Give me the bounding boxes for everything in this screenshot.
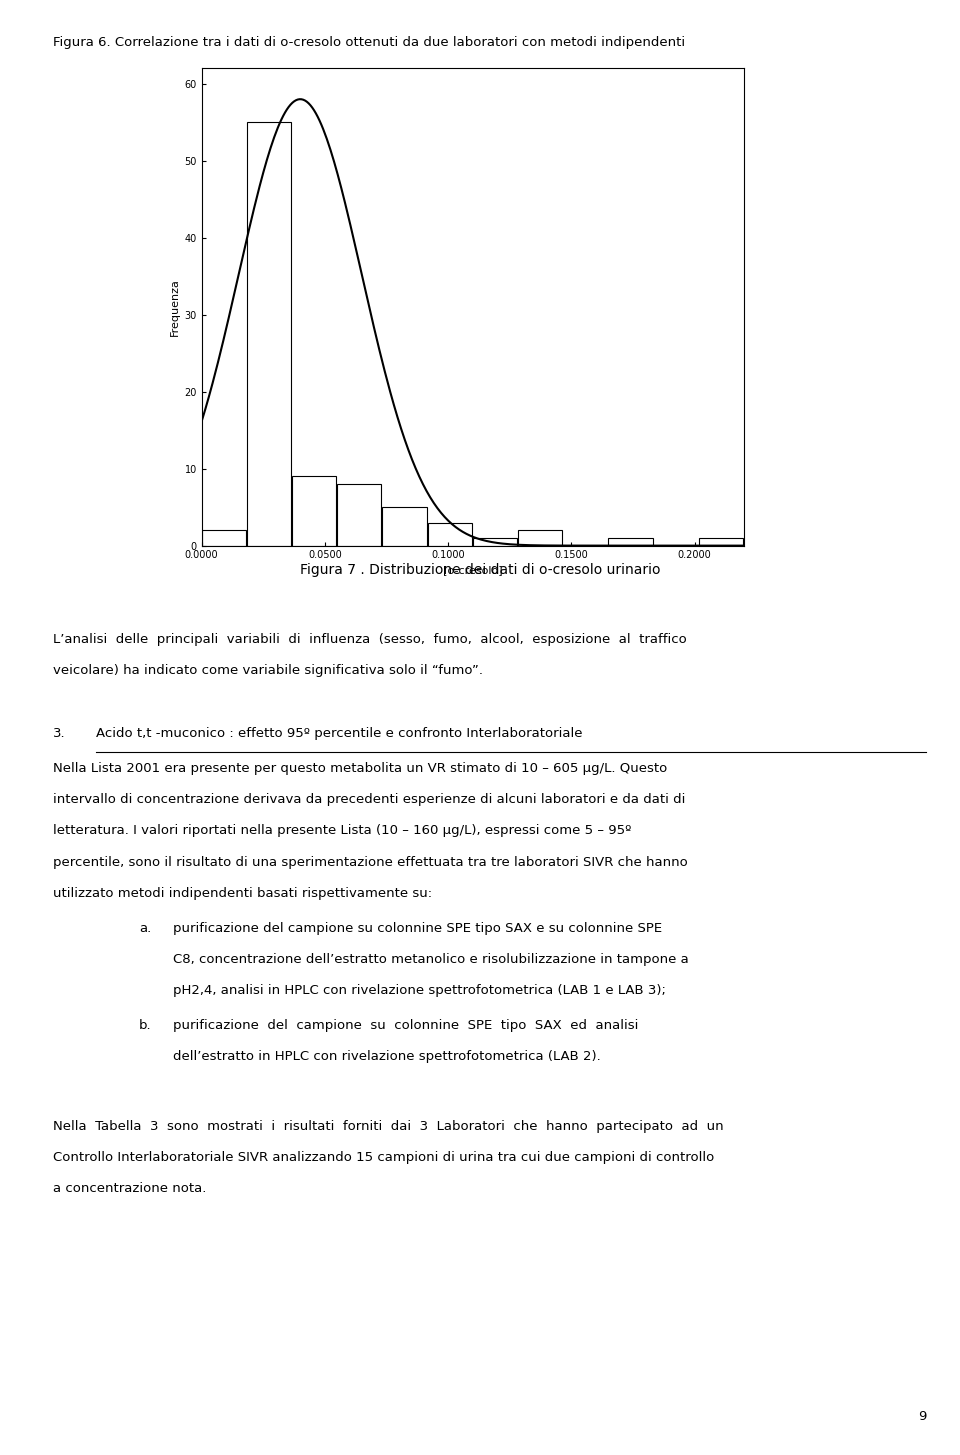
Bar xyxy=(247,122,291,546)
Text: b.: b. xyxy=(139,1018,152,1032)
Text: purificazione del campione su colonnine SPE tipo SAX e su colonnine SPE: purificazione del campione su colonnine … xyxy=(173,921,662,934)
X-axis label: [o-cresolo]: [o-cresolo] xyxy=(443,565,503,575)
Text: pH2,4, analisi in HPLC con rivelazione spettrofotometrica (LAB 1 e LAB 3);: pH2,4, analisi in HPLC con rivelazione s… xyxy=(173,984,665,997)
Text: 3.: 3. xyxy=(53,728,65,741)
Text: Controllo Interlaboratoriale SIVR analizzando 15 campioni di urina tra cui due c: Controllo Interlaboratoriale SIVR analiz… xyxy=(53,1151,714,1164)
Y-axis label: Frequenza: Frequenza xyxy=(170,278,180,336)
Bar xyxy=(427,522,472,546)
Text: letteratura. I valori riportati nella presente Lista (10 – 160 μg/L), espressi c: letteratura. I valori riportati nella pr… xyxy=(53,824,631,837)
Bar xyxy=(609,538,653,546)
Text: dell’estratto in HPLC con rivelazione spettrofotometrica (LAB 2).: dell’estratto in HPLC con rivelazione sp… xyxy=(173,1051,601,1064)
Text: intervallo di concentrazione derivava da precedenti esperienze di alcuni laborat: intervallo di concentrazione derivava da… xyxy=(53,793,685,806)
Bar xyxy=(518,530,563,546)
Text: a concentrazione nota.: a concentrazione nota. xyxy=(53,1183,206,1196)
Bar xyxy=(202,530,246,546)
Text: L’analisi  delle  principali  variabili  di  influenza  (sesso,  fumo,  alcool, : L’analisi delle principali variabili di … xyxy=(53,633,686,646)
Text: percentile, sono il risultato di una sperimentazione effettuata tra tre laborato: percentile, sono il risultato di una spe… xyxy=(53,856,687,869)
Bar xyxy=(699,538,743,546)
Text: Figura 7 . Distribuzione dei dati di o-cresolo urinario: Figura 7 . Distribuzione dei dati di o-c… xyxy=(300,563,660,578)
Bar xyxy=(382,508,426,546)
Text: C8, concentrazione dell’estratto metanolico e risolubilizzazione in tampone a: C8, concentrazione dell’estratto metanol… xyxy=(173,953,688,966)
Text: Nella Lista 2001 era presente per questo metabolita un VR stimato di 10 – 605 μg: Nella Lista 2001 era presente per questo… xyxy=(53,762,667,774)
Text: a.: a. xyxy=(139,921,152,934)
Text: Figura 6. Correlazione tra i dati di o-cresolo ottenuti da due laboratori con me: Figura 6. Correlazione tra i dati di o-c… xyxy=(53,36,684,49)
Bar xyxy=(337,485,381,546)
Text: utilizzato metodi indipendenti basati rispettivamente su:: utilizzato metodi indipendenti basati ri… xyxy=(53,888,432,899)
Text: Acido t,t -muconico : effetto 95º percentile e confronto Interlaboratoriale: Acido t,t -muconico : effetto 95º percen… xyxy=(96,728,583,741)
Text: Nella  Tabella  3  sono  mostrati  i  risultati  forniti  dai  3  Laboratori  ch: Nella Tabella 3 sono mostrati i risultat… xyxy=(53,1120,724,1133)
Text: veicolare) ha indicato come variabile significativa solo il “fumo”.: veicolare) ha indicato come variabile si… xyxy=(53,663,483,677)
Text: 9: 9 xyxy=(918,1410,926,1423)
Bar xyxy=(472,538,517,546)
Text: purificazione  del  campione  su  colonnine  SPE  tipo  SAX  ed  analisi: purificazione del campione su colonnine … xyxy=(173,1018,638,1032)
Bar xyxy=(292,476,336,546)
